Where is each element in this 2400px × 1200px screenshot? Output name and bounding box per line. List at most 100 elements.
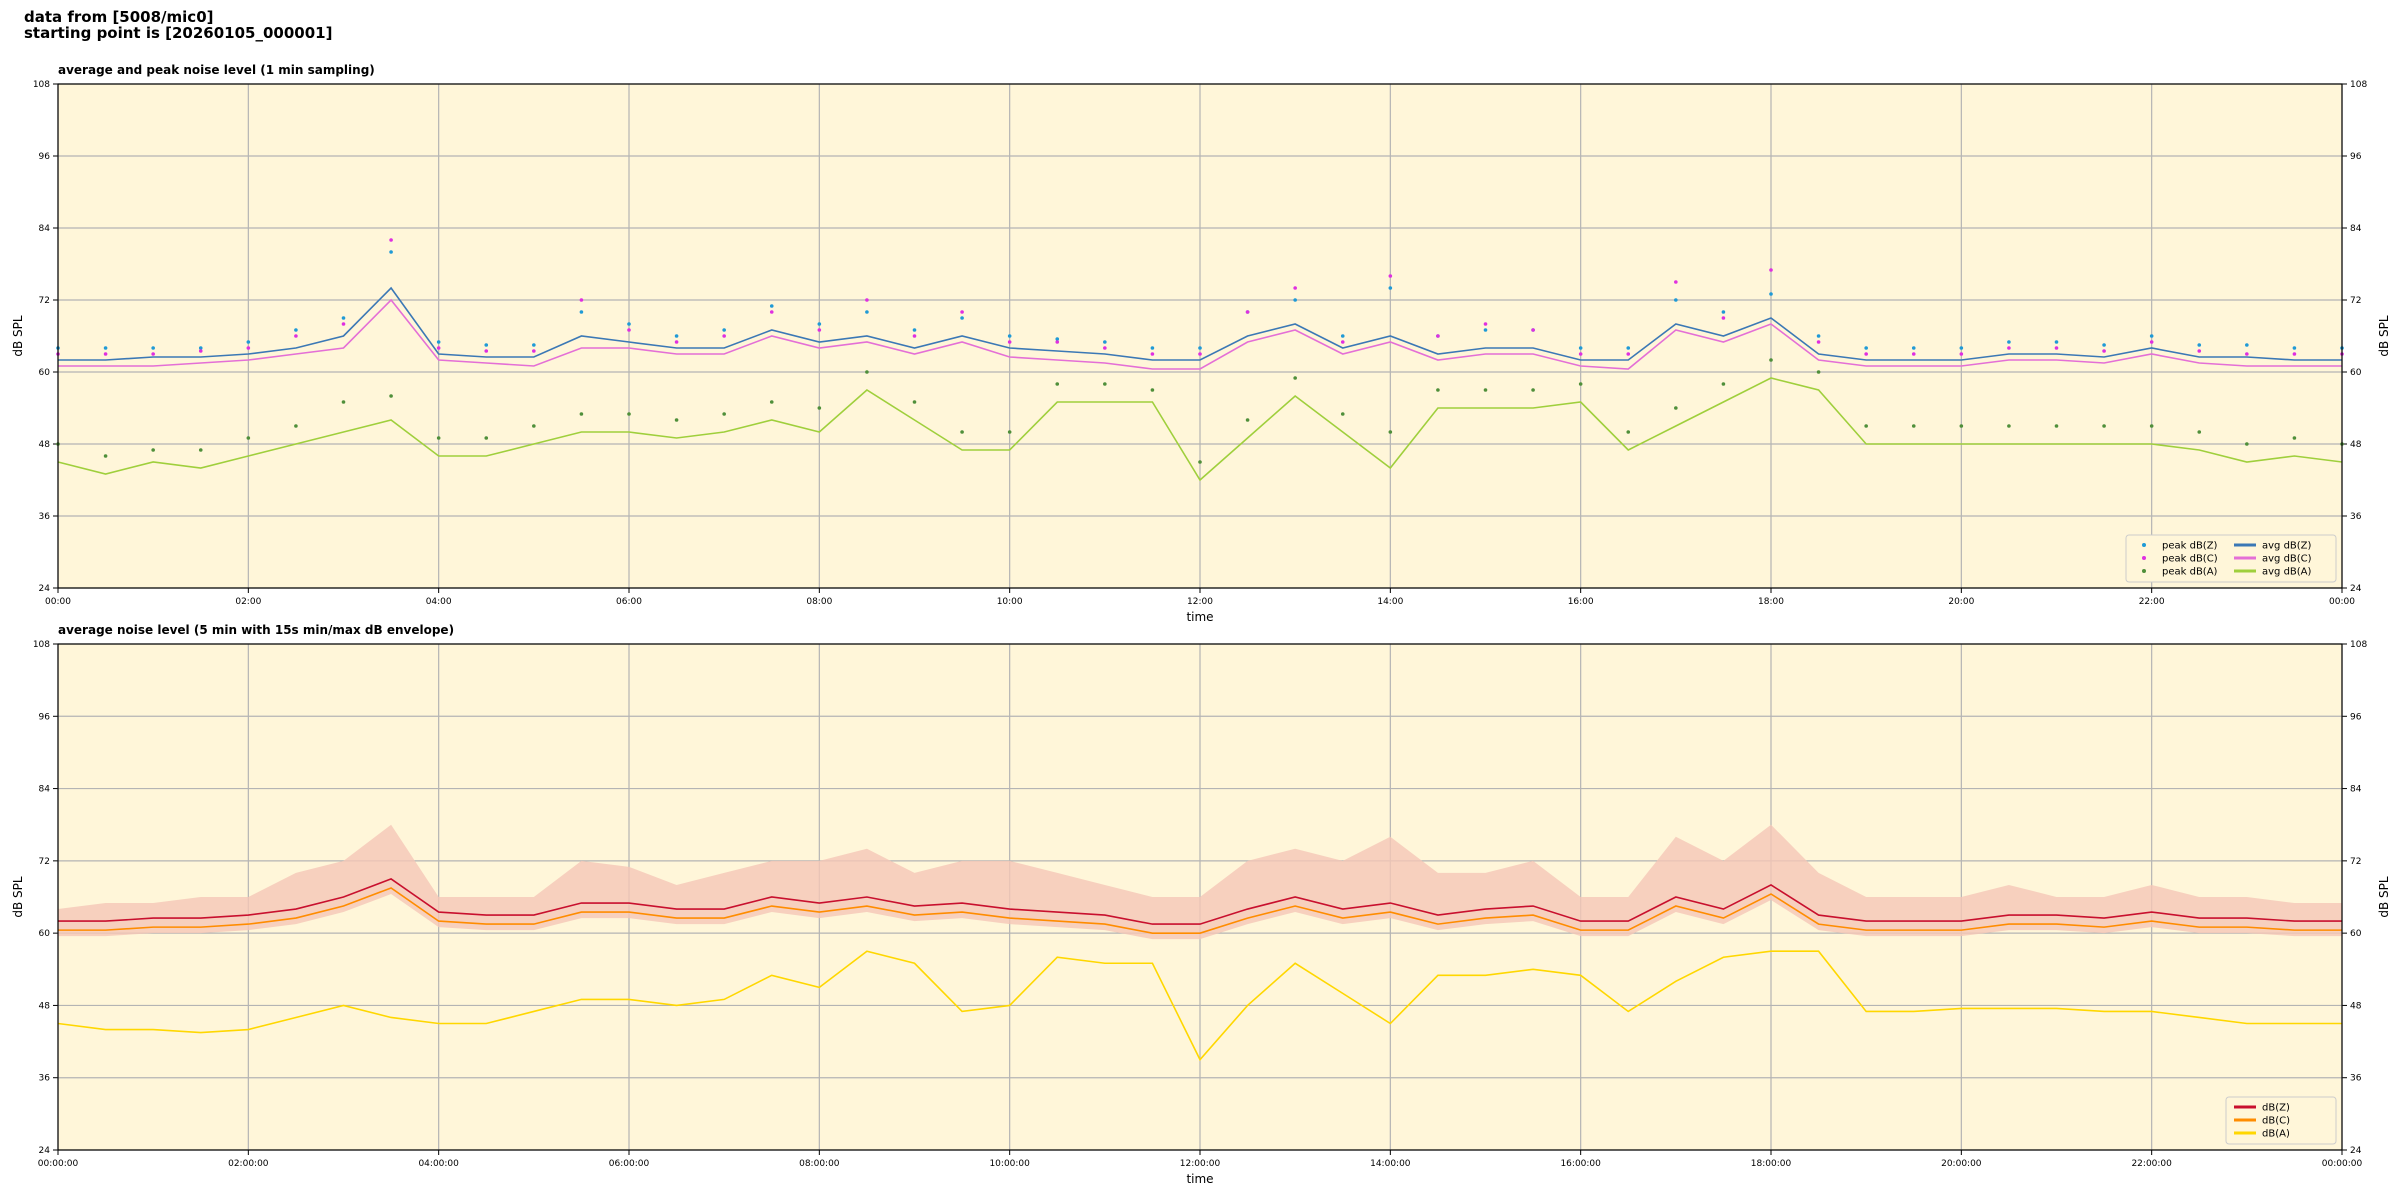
y-tick-label-right: 84: [2350, 224, 2362, 234]
series-line: [58, 887, 2342, 934]
peak-point: [769, 310, 774, 314]
peak-point: [1340, 412, 1345, 416]
peak-point: [341, 316, 346, 320]
y-tick-label: 36: [39, 512, 51, 522]
peak-point: [1674, 406, 1678, 410]
x-tick-label: 20:00:00: [1941, 1159, 1982, 1169]
peak-point: [769, 400, 774, 404]
y-tick-label-right: 48: [2350, 1001, 2362, 1011]
peak-point: [1293, 376, 1297, 380]
peak-point: [1864, 424, 1868, 428]
x-tick-label: 18:00:00: [1751, 1159, 1792, 1169]
peak-point: [912, 328, 917, 332]
x-tick-label: 02:00: [235, 597, 261, 607]
peak-point: [2007, 346, 2011, 350]
peak-point: [2197, 343, 2202, 347]
peak-point: [294, 328, 298, 332]
peak-point: [246, 346, 251, 350]
peak-point: [1531, 388, 1535, 392]
peak-point: [1198, 352, 1202, 356]
peak-point: [103, 352, 108, 356]
y-tick-label: 24: [39, 1146, 51, 1156]
peak-point: [2149, 424, 2154, 428]
peak-point: [817, 406, 822, 410]
legend-label: dB(A): [2262, 1129, 2290, 1140]
x-tick-label: 04:00:00: [418, 1159, 459, 1169]
peak-point: [2007, 340, 2011, 344]
peak-point: [912, 334, 917, 338]
y-tick-label: 84: [39, 224, 51, 234]
peak-point: [960, 310, 964, 314]
peak-point: [294, 334, 298, 338]
peak-point: [246, 436, 251, 440]
peak-point: [1626, 346, 1631, 350]
x-tick-label: 14:00:00: [1370, 1159, 1411, 1169]
peak-point: [1721, 382, 1726, 386]
y-tick-label-right: 72: [2350, 857, 2361, 867]
peak-point: [1721, 316, 1726, 320]
peak-point: [1198, 460, 1202, 464]
chart: average and peak noise level (1 min samp…: [11, 63, 2391, 624]
header-line: data from [5008/mic0]: [24, 8, 214, 26]
x-axis-label: time: [1186, 610, 1213, 624]
peak-point: [532, 349, 536, 353]
legend-label: avg dB(Z): [2262, 541, 2312, 552]
x-tick-label: 10:00: [997, 597, 1023, 607]
peak-point: [1055, 337, 1060, 341]
peak-point: [1959, 352, 1964, 356]
x-tick-label: 22:00: [2139, 597, 2165, 607]
peak-point: [1483, 328, 1488, 332]
peak-point: [1864, 352, 1868, 356]
peak-point: [579, 412, 584, 416]
y-tick-label-right: 24: [2350, 1146, 2362, 1156]
peak-point: [198, 349, 203, 353]
envelope-area: [58, 824, 2342, 940]
peak-point: [294, 424, 298, 428]
y-tick-label: 48: [39, 440, 51, 450]
legend: peak dB(Z) peak dB(C) peak dB(A) avg dB(Z) a…: [2125, 534, 2337, 583]
peak-point: [1198, 346, 1202, 350]
peak-point: [1388, 286, 1393, 290]
plot-frame: [57, 643, 2343, 1151]
chart-title: average noise level (5 min with 15s min/…: [58, 623, 454, 637]
peak-point: [1007, 430, 1012, 434]
y-tick-label-right: 60: [2350, 368, 2362, 378]
y-tick-label: 60: [39, 368, 51, 378]
peak-point: [865, 310, 869, 314]
peak-point: [389, 238, 393, 242]
x-tick-label: 10:00:00: [989, 1159, 1030, 1169]
peak-point: [1721, 310, 1726, 314]
peak-point: [960, 316, 964, 320]
y-tick-label: 48: [39, 1001, 51, 1011]
y-axis-label: dB SPL: [11, 876, 25, 918]
peak-point: [1578, 382, 1583, 386]
x-tick-label: 22:00:00: [2131, 1159, 2172, 1169]
peak-point: [1340, 340, 1345, 344]
peak-point: [674, 418, 679, 422]
y-tick-label-right: 48: [2350, 440, 2362, 450]
legend-label: avg dB(A): [2262, 567, 2312, 578]
peak-point: [1245, 418, 1250, 422]
peak-point: [1864, 346, 1868, 350]
peak-point: [1007, 340, 1012, 344]
series-line: [58, 298, 2342, 370]
peak-point: [484, 436, 489, 440]
legend-label: avg dB(C): [2262, 554, 2312, 565]
series-line: [58, 286, 2342, 361]
y-tick-label-right: 96: [2350, 712, 2362, 722]
peak-point: [960, 430, 964, 434]
peak-point: [1055, 382, 1060, 386]
peak-point: [2292, 436, 2297, 440]
peak-point: [532, 343, 536, 347]
peak-point: [1340, 334, 1345, 338]
peak-point: [1293, 286, 1297, 290]
peak-point: [2102, 424, 2106, 428]
peak-point: [627, 328, 631, 332]
y-axis-label: dB SPL: [11, 315, 25, 357]
y-tick-label-right: 84: [2350, 785, 2362, 795]
y-tick-label: 96: [39, 152, 51, 162]
y-tick-label: 108: [33, 80, 50, 90]
peak-point: [341, 322, 346, 326]
peak-point: [817, 328, 822, 332]
x-tick-label: 20:00: [1948, 597, 1974, 607]
